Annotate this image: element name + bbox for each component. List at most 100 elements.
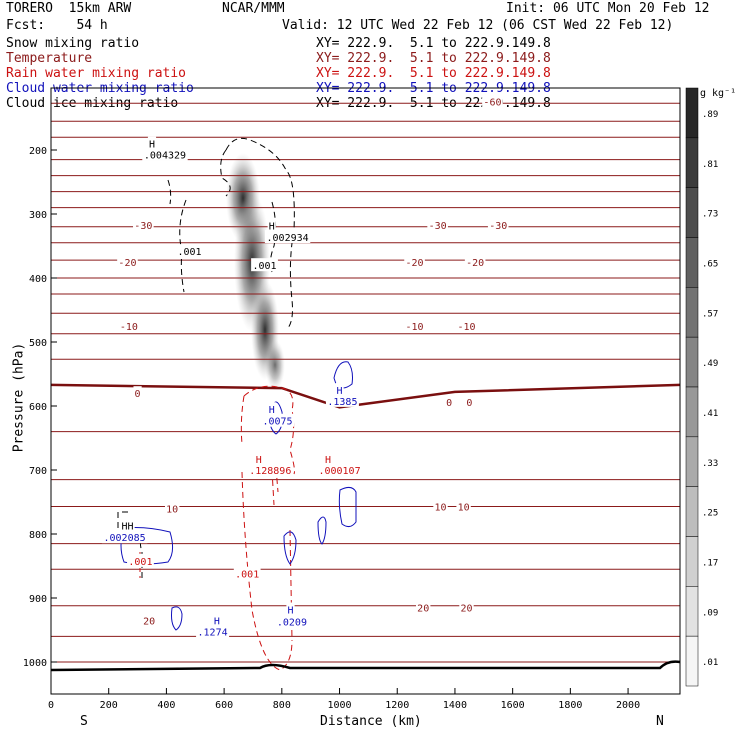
colorbar-label: .25 <box>702 509 718 519</box>
colorbar-swatch <box>685 436 699 487</box>
x-tick-label: 1800 <box>558 700 582 711</box>
contour-label-background <box>325 393 359 407</box>
contour-label-background <box>196 624 230 638</box>
contour-label-background <box>335 383 344 396</box>
cloud-ice-contour <box>225 137 295 329</box>
contour-label: .004329 <box>144 150 186 161</box>
temperature-isotherm <box>51 383 680 409</box>
colorbar-swatch <box>685 87 699 139</box>
contour-label-background <box>416 600 431 614</box>
contour-label-background <box>101 530 148 544</box>
colorbar-swatch <box>685 586 699 637</box>
legend-rain-label: Rain water mixing ratio <box>6 66 187 81</box>
y-tick-label: 700 <box>29 466 47 477</box>
contour-label: -20 <box>406 258 424 269</box>
cloud-water-contour <box>171 606 183 631</box>
contour-label: HH <box>121 522 133 533</box>
legend-snow-xy: XY= 222.9. 5.1 to 222.9.149.8 <box>316 36 551 51</box>
contour-label-background <box>459 600 474 614</box>
plot-frame <box>50 87 681 695</box>
legend-temp-xy: XY= 222.9. 5.1 to 222.9.149.8 <box>316 51 551 66</box>
contour-label-background <box>264 230 311 244</box>
contour-label-background <box>433 499 448 513</box>
contour-label: 0 <box>466 398 472 409</box>
x-tick-label: 0 <box>48 700 54 711</box>
contour-label-background <box>147 136 157 150</box>
contour-label: -10 <box>457 322 475 333</box>
contour-label-background <box>464 255 486 268</box>
colorbar-label: .17 <box>702 558 718 568</box>
contour-label: H <box>149 140 155 151</box>
contour-label: -20 <box>466 258 484 269</box>
contour-label: .002085 <box>103 533 145 544</box>
contour-label: -10 <box>120 322 138 333</box>
contour-label: 0 <box>446 398 452 409</box>
contour-label-background <box>254 452 263 466</box>
contour-label-background <box>267 218 276 232</box>
colorbar-label: .89 <box>702 110 718 120</box>
contour-label-background <box>456 499 471 513</box>
legend-temp-label: Temperature <box>6 51 93 66</box>
center-title: NCAR/MMM <box>222 1 285 16</box>
contour-label: .001 <box>128 557 152 568</box>
contour-label-background <box>487 217 509 231</box>
contour-label-background <box>251 258 278 272</box>
contour-label-background <box>404 255 425 268</box>
contour-label: -10 <box>406 322 424 333</box>
contour-label-background <box>275 614 309 628</box>
contour-label-background <box>133 386 142 400</box>
contour-label-background <box>404 319 425 332</box>
contour-label: -30 <box>489 221 507 232</box>
colorbar-label: .49 <box>702 359 718 369</box>
colorbar-swatch <box>685 536 699 587</box>
contour-label-background <box>316 463 363 476</box>
contour-label: 10 <box>458 502 470 513</box>
endpoint-left: S <box>80 714 88 729</box>
endpoint-right: N <box>656 714 664 729</box>
x-tick-label: 1000 <box>327 700 351 711</box>
model-title: TORERO 15km ARW <box>6 1 132 16</box>
colorbar-swatch <box>685 336 699 388</box>
init-time: Init: 06 UTC Mon 20 Feb 12 <box>506 1 710 16</box>
contour-label: -30 <box>134 221 152 232</box>
contour-label: 20 <box>143 616 155 627</box>
rain-contour <box>243 385 295 475</box>
contour-label: .001 <box>252 261 276 272</box>
contour-label: H <box>287 606 293 617</box>
x-tick-label: 2000 <box>616 700 640 711</box>
valid-time: Valid: 12 UTC Wed 22 Feb 12 (06 CST Wed … <box>282 18 674 33</box>
contour-label-background <box>141 613 157 627</box>
contour-label: .128896 <box>249 466 291 477</box>
contour-label: -30 <box>429 221 447 232</box>
colorbar-label: .09 <box>702 608 718 618</box>
rain-contour <box>241 471 293 671</box>
contour-label: H <box>325 455 331 466</box>
x-tick-label: 600 <box>215 700 233 711</box>
colorbar-label: .81 <box>702 160 718 170</box>
contour-label-background <box>445 395 454 409</box>
contour-label-background <box>465 395 474 409</box>
colorbar-swatch <box>685 187 699 238</box>
colorbar-label: .41 <box>702 409 718 419</box>
contour-label-background <box>286 602 295 616</box>
contour-label: 20 <box>460 604 472 615</box>
contour-label: H <box>214 616 220 627</box>
legend-rain-xy: XY= 222.9. 5.1 to 222.9.149.8 <box>316 66 551 81</box>
cloud-water-contour <box>317 516 327 545</box>
contour-label: -60 <box>483 97 501 108</box>
contour-label: -20 <box>118 258 136 269</box>
contour-label: .1385 <box>327 397 357 408</box>
x-tick-label: 1200 <box>385 700 409 711</box>
contour-label-background <box>323 452 333 466</box>
legend-snow-label: Snow mixing ratio <box>6 36 140 51</box>
y-axis-label: Pressure (hPa) <box>11 342 27 453</box>
contour-label-background <box>176 244 203 258</box>
colorbar-label: .33 <box>702 459 718 469</box>
forecast-hour: Fcst: 54 h <box>6 18 108 33</box>
contour-label: H <box>269 405 275 416</box>
x-tick-label: 1600 <box>501 700 525 711</box>
contour-label: .000107 <box>318 466 360 477</box>
contour-label-background <box>117 255 138 268</box>
